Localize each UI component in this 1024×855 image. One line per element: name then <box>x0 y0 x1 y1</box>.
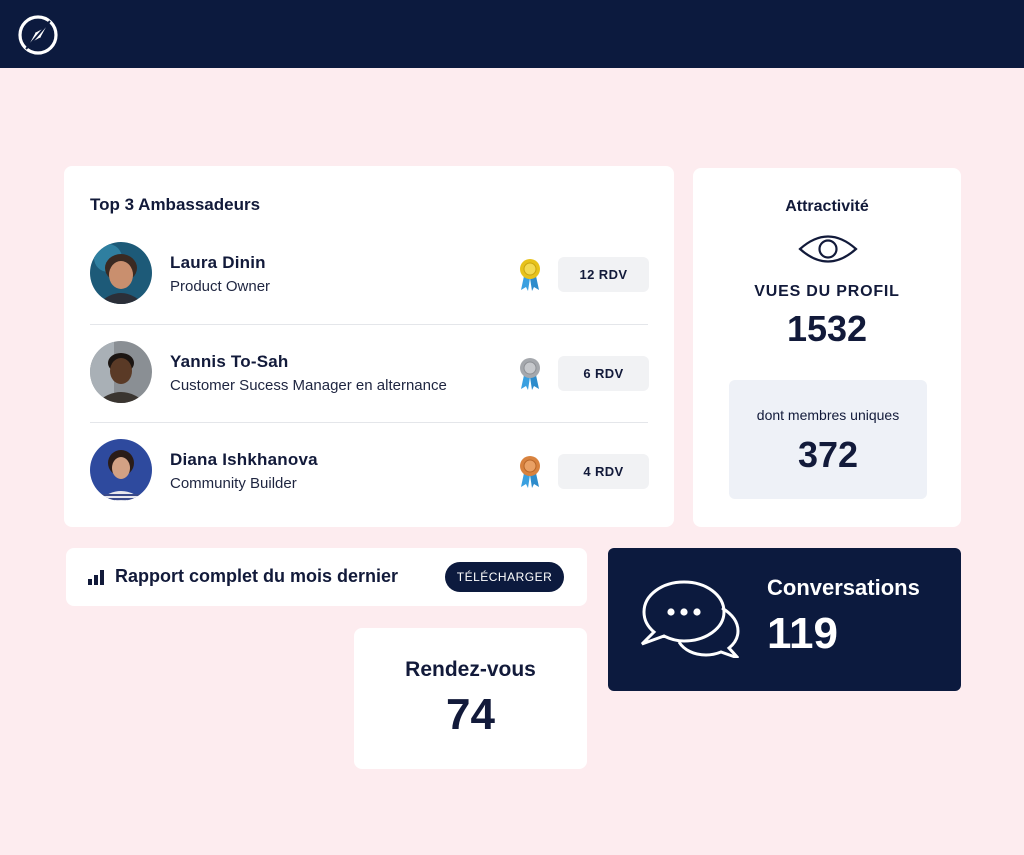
bar-chart-icon <box>88 570 104 585</box>
attractivite-title: Attractivité <box>785 198 869 215</box>
silver-medal-icon <box>520 358 540 390</box>
chat-bubbles-icon <box>640 580 740 658</box>
ambassador-role: Community Builder <box>170 475 297 492</box>
ambassador-role: Customer Sucess Manager en alternance <box>170 377 447 394</box>
conversations-card: Conversations 119 <box>608 548 961 691</box>
conversations-value: 119 <box>767 609 838 658</box>
ambassador-row[interactable]: Diana Ishkhanova Community Builder 4 RDV <box>90 422 649 520</box>
ambassador-row[interactable]: Yannis To-Sah Customer Sucess Manager en… <box>90 324 649 422</box>
unique-members-value: 372 <box>797 434 859 475</box>
rendezvous-value: 74 <box>446 690 495 739</box>
report-label: Rapport complet du mois dernier <box>115 566 399 586</box>
ambassadors-card: Top 3 Ambassadeurs Laura Dinin Product O… <box>64 166 674 527</box>
rendezvous-card: Rendez-vous 74 <box>354 628 587 769</box>
profile-views-label: VUES DU PROFIL <box>754 283 900 300</box>
rendezvous-label: Rendez-vous <box>405 658 536 681</box>
monthly-report-bar: Rapport complet du mois dernier TÉLÉCHAR… <box>66 548 587 606</box>
ambassador-row[interactable]: Laura Dinin Product Owner 12 RDV <box>90 226 649 324</box>
avatar <box>90 341 152 403</box>
download-button[interactable]: TÉLÉCHARGER <box>445 562 564 592</box>
ambassadors-title: Top 3 Ambassadeurs <box>90 195 261 214</box>
unique-members-label: dont membres uniques <box>756 407 900 423</box>
ambassador-name: Laura Dinin <box>170 253 266 272</box>
rdv-badge: 12 RDV <box>558 257 649 292</box>
ambassador-name: Diana Ishkhanova <box>170 450 318 469</box>
gold-medal-icon <box>520 259 540 291</box>
conversations-label: Conversations <box>767 575 920 600</box>
eye-icon <box>798 235 858 263</box>
top-navigation-bar <box>0 0 1024 68</box>
unique-members-box: dont membres uniques 372 <box>729 380 927 499</box>
attractivite-card: Attractivité VUES DU PROFIL 1532 dont me… <box>693 168 961 527</box>
avatar <box>90 242 152 304</box>
bronze-medal-icon <box>520 456 540 488</box>
profile-views-value: 1532 <box>786 308 868 349</box>
avatar <box>90 439 152 501</box>
rdv-badge: 6 RDV <box>558 356 649 391</box>
ambassador-name: Yannis To-Sah <box>170 352 289 371</box>
rdv-badge: 4 RDV <box>558 454 649 489</box>
ambassador-role: Product Owner <box>170 278 271 295</box>
compass-icon[interactable] <box>16 13 60 57</box>
